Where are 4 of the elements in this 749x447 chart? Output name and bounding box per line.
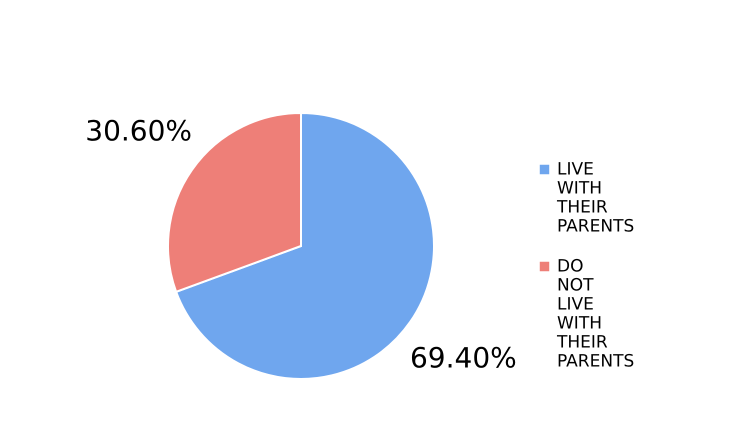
legend-label: DO NOT LIVE WITH THEIR PARENTS (556, 256, 634, 372)
data-label: 69.40% (410, 341, 517, 374)
legend-label: LIVE WITH THEIR PARENTS (556, 160, 634, 236)
data-label: 30.60% (85, 114, 192, 148)
